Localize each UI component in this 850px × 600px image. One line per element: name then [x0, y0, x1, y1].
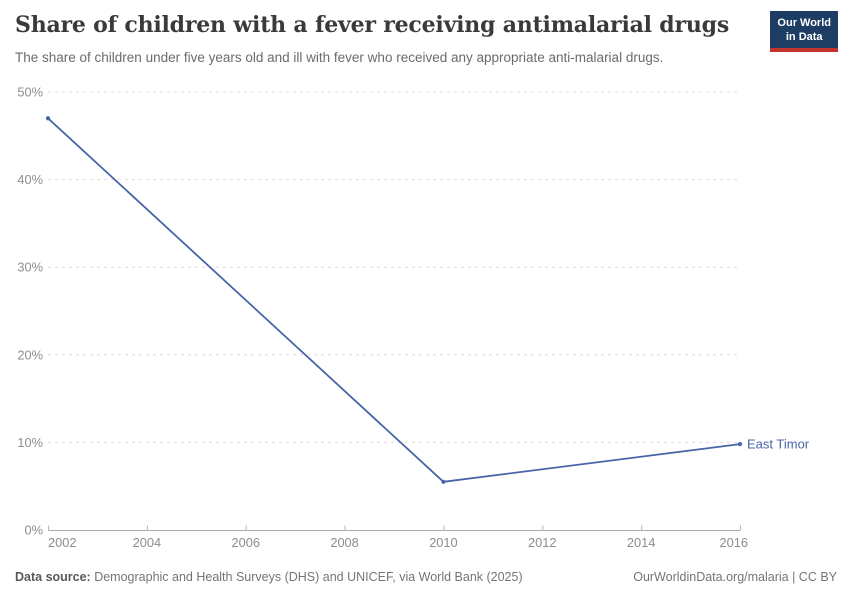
data-line-east-timor[interactable] [47, 117, 741, 483]
data-point-east-timor-2010[interactable] [441, 479, 446, 484]
x-axis-tick-label: 2008 [330, 535, 358, 550]
x-axis-tick-label: 2002 [48, 535, 76, 550]
footer-citation-link[interactable]: OurWorldinData.org/malaria | CC BY [633, 570, 837, 584]
chart-subtitle: The share of children under five years o… [15, 50, 664, 65]
data-point-east-timor-2002[interactable] [45, 116, 51, 121]
x-axis-tick-label: 2016 [720, 535, 748, 550]
y-axis-tick-label: 20% [17, 347, 43, 362]
x-axis-tick-label: 2006 [231, 535, 259, 550]
series-label-east-timor: East Timor [747, 437, 810, 452]
data-source-text: Demographic and Health Surveys (DHS) and… [90, 570, 523, 584]
x-axis-tick-label: 2010 [429, 535, 457, 550]
owid-logo-line1: Our World [777, 17, 831, 29]
y-axis-tick-label: 50% [17, 85, 43, 100]
chart-title: Share of children with a fever receiving… [15, 12, 730, 38]
x-axis-tick-label: 2004 [133, 535, 161, 550]
y-axis-tick-label: 40% [17, 172, 43, 187]
x-axis-tick-label: 2014 [627, 535, 655, 550]
data-source-label: Data source: [15, 570, 91, 584]
owid-logo[interactable]: Our World in Data [770, 11, 838, 52]
data-source-note: Data source: Demographic and Health Surv… [15, 570, 523, 584]
y-axis-tick-label: 10% [17, 435, 43, 450]
data-point-east-timor-2016[interactable] [737, 442, 743, 447]
chart-footer: Data source: Demographic and Health Surv… [15, 570, 837, 584]
owid-logo-line2: in Data [785, 30, 823, 43]
y-axis-tick-label: 0% [25, 523, 44, 538]
y-axis-tick-label: 30% [17, 260, 43, 275]
x-axis-tick-label: 2012 [528, 535, 556, 550]
